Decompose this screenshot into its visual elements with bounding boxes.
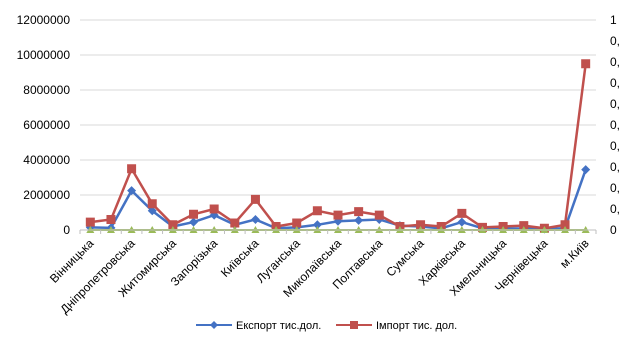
data-point bbox=[250, 215, 260, 224]
y2-tick-label: 0, bbox=[610, 118, 620, 132]
data-point bbox=[581, 59, 591, 69]
y-axis-left: 0 2000000 4000000 6000000 8000000 10000000 120… bbox=[17, 13, 71, 237]
data-point bbox=[250, 194, 260, 204]
gridlines bbox=[80, 19, 596, 231]
y-tick-label: 8000000 bbox=[23, 83, 70, 97]
data-point bbox=[127, 164, 137, 174]
y2-tick-label: 0, bbox=[610, 76, 620, 90]
data-point bbox=[519, 221, 529, 231]
data-point bbox=[209, 204, 219, 214]
data-point bbox=[354, 215, 364, 225]
y-tick-label: 10000000 bbox=[17, 48, 71, 62]
y-tick-label: 12000000 bbox=[17, 13, 71, 27]
data-point bbox=[127, 186, 137, 196]
data-point bbox=[581, 165, 591, 175]
y2-tick-label: 1 bbox=[610, 13, 617, 27]
y2-tick-label: 0, bbox=[610, 139, 620, 153]
y-tick-label: 4000000 bbox=[23, 153, 70, 167]
y-tick-label: 6000000 bbox=[23, 118, 70, 132]
x-tick-label: Дніпропетровська bbox=[57, 236, 138, 317]
legend-label-export: Експорт тис.дол. bbox=[236, 320, 321, 332]
series-lines bbox=[85, 59, 591, 234]
legend: Експорт тис.дол. Імпорт тис. дол. bbox=[196, 320, 457, 332]
data-point bbox=[312, 220, 322, 230]
y2-tick-label: 0, bbox=[610, 202, 620, 216]
y-tick-label: 0 bbox=[63, 223, 70, 237]
data-point bbox=[168, 220, 178, 230]
y2-tick-label: 0, bbox=[610, 55, 620, 69]
data-point bbox=[457, 208, 467, 218]
data-point bbox=[374, 210, 384, 220]
data-point bbox=[416, 220, 426, 230]
y2-tick-label: 0, bbox=[610, 34, 620, 48]
data-point bbox=[106, 215, 116, 224]
x-axis: ВінницькаДніпропетровськаЖитомирськаЗапо… bbox=[47, 229, 597, 317]
data-point bbox=[560, 220, 570, 230]
data-point bbox=[147, 206, 157, 216]
y2-tick-label: 0 bbox=[610, 223, 617, 237]
y2-tick-label: 0, bbox=[610, 181, 620, 195]
data-point bbox=[354, 207, 364, 217]
data-point bbox=[189, 209, 199, 219]
data-point bbox=[230, 218, 240, 228]
data-point bbox=[333, 210, 343, 220]
legend-marker-import bbox=[350, 321, 358, 329]
data-point bbox=[189, 217, 199, 227]
series-line bbox=[90, 63, 587, 230]
y2-tick-label: 0, bbox=[610, 97, 620, 111]
legend-label-import: Імпорт тис. дол. bbox=[376, 320, 457, 332]
y-tick-label: 2000000 bbox=[23, 188, 70, 202]
data-point bbox=[147, 199, 157, 209]
y-axis-right: 0 0, 0, 0, 0, 0, 0, 0, 0, 0, 1 bbox=[610, 13, 620, 237]
data-point bbox=[292, 218, 302, 228]
data-point bbox=[85, 217, 95, 227]
data-point bbox=[457, 217, 467, 227]
legend-marker-export bbox=[210, 321, 218, 329]
y2-tick-label: 0, bbox=[610, 160, 620, 174]
x-tick-label: м.Київ bbox=[557, 236, 592, 271]
data-point bbox=[312, 206, 322, 216]
